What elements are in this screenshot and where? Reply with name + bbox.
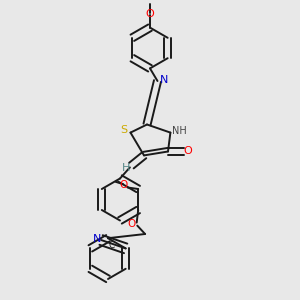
Text: N: N — [160, 75, 168, 85]
Text: C: C — [108, 241, 114, 250]
Text: O: O — [119, 180, 127, 190]
Text: NH: NH — [172, 126, 187, 136]
Text: O: O — [146, 9, 154, 19]
Text: O: O — [127, 219, 135, 229]
Text: O: O — [183, 146, 192, 157]
Text: S: S — [120, 125, 128, 135]
Text: H: H — [122, 163, 130, 173]
Text: N: N — [93, 234, 102, 244]
